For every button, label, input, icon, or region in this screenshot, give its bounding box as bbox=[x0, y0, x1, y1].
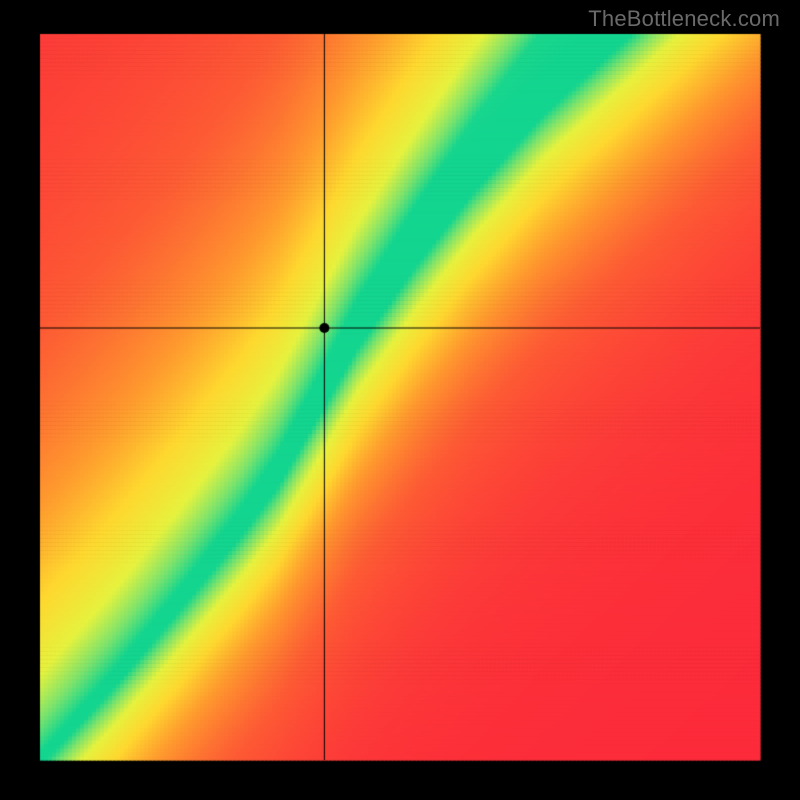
bottleneck-heatmap bbox=[0, 0, 800, 800]
watermark-text: TheBottleneck.com bbox=[588, 6, 780, 32]
chart-container: TheBottleneck.com bbox=[0, 0, 800, 800]
